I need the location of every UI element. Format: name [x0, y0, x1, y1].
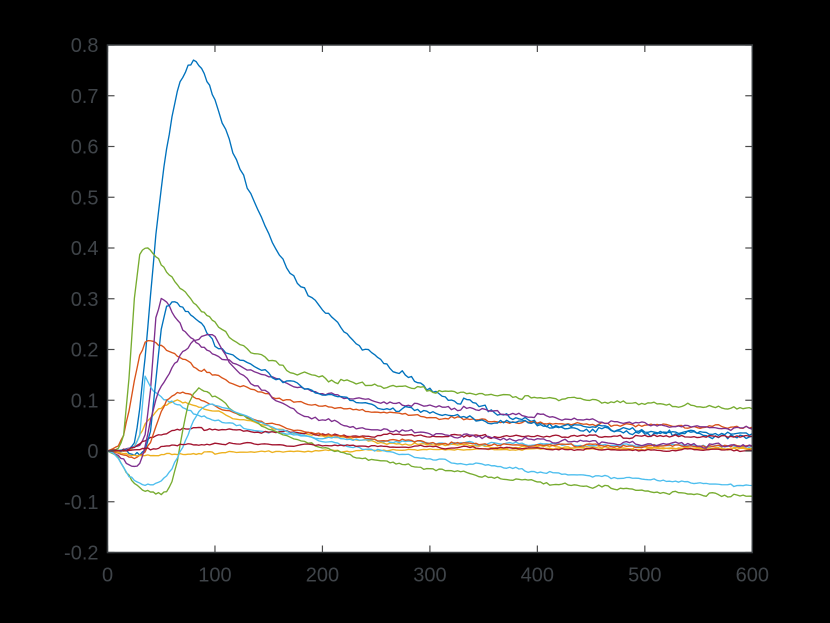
x-tick-label: 0 [102, 565, 113, 587]
series-line-trace-8-blue [107, 301, 753, 456]
plot-area [107, 45, 753, 553]
series-group [107, 59, 753, 498]
x-tick-label: 300 [413, 565, 446, 587]
y-tick-label: 0.5 [71, 187, 99, 209]
series-line-trace-9-orange [107, 391, 753, 460]
axes-box [106, 44, 754, 554]
series-line-trace-11-purple [107, 333, 753, 468]
y-tick-label: 0 [87, 441, 98, 463]
y-tick-label: 0.3 [71, 289, 99, 311]
y-tick-label: 0.6 [71, 137, 99, 159]
y-tick-label: -0.1 [64, 492, 98, 514]
x-tick-label: 200 [306, 565, 339, 587]
series-line-trace-2-orange [107, 340, 753, 452]
x-tick-label: 400 [521, 565, 554, 587]
series-line-trace-14-maroon [107, 441, 753, 453]
y-tick-label: 0.4 [71, 238, 99, 260]
y-tick-label: -0.2 [64, 543, 98, 565]
y-tick-label: 0.8 [71, 35, 99, 57]
y-tick-label: 0.1 [71, 390, 99, 412]
axis-labels: 0 100 200 300 400 500 600 -0.2 -0.1 0 0.1 0.2 0.3 0.4… [64, 35, 769, 587]
series-line-trace-5-green [107, 247, 753, 452]
x-tick-label: 500 [628, 565, 661, 587]
x-tick-label: 600 [736, 565, 769, 587]
y-tick-label: 0.7 [71, 86, 99, 108]
series-line-trace-13-cyan [107, 403, 753, 488]
series-line-trace-12-green [107, 387, 753, 498]
series-line-trace-1-blue [107, 59, 753, 453]
y-tick-label: 0.2 [71, 340, 99, 362]
series-line-trace-4-purple [107, 297, 753, 452]
x-tick-label: 100 [198, 565, 231, 587]
series-line-trace-7-maroon [107, 426, 753, 452]
